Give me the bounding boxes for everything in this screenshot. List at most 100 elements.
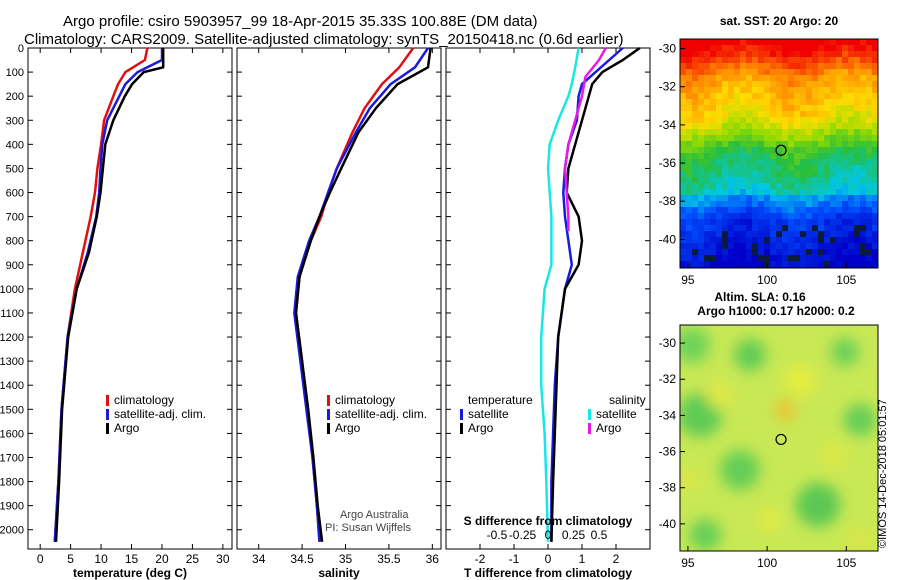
series-line-argo bbox=[54, 48, 165, 542]
sst-cell bbox=[776, 189, 782, 195]
sst-cell bbox=[854, 171, 860, 177]
legend-swatch bbox=[106, 409, 109, 420]
sst-cell bbox=[854, 261, 860, 267]
top-axis-label: S difference from climatology bbox=[464, 514, 633, 528]
sst-cell bbox=[764, 177, 770, 183]
x-tick-label: 35.5 bbox=[377, 552, 401, 566]
sst-cell bbox=[764, 183, 770, 189]
sst-cell bbox=[746, 201, 752, 207]
sst-cell bbox=[812, 45, 818, 51]
sst-cell bbox=[764, 225, 770, 231]
sst-cell bbox=[698, 129, 704, 135]
sst-cell bbox=[752, 51, 758, 57]
legend-label: Argo bbox=[335, 421, 361, 435]
sst-cell bbox=[722, 57, 728, 63]
sst-cell bbox=[680, 123, 686, 129]
sst-cell bbox=[692, 123, 698, 129]
sst-cell bbox=[710, 81, 716, 87]
sst-cell bbox=[734, 75, 740, 81]
sst-cell bbox=[722, 81, 728, 87]
sst-cell bbox=[848, 171, 854, 177]
sst-cell bbox=[770, 249, 776, 255]
sst-cell bbox=[686, 153, 692, 159]
sst-cell bbox=[764, 201, 770, 207]
sst-cell bbox=[842, 231, 848, 237]
sst-cell bbox=[788, 93, 794, 99]
sst-cell bbox=[680, 135, 686, 141]
sst-cell bbox=[710, 243, 716, 249]
sst-cell bbox=[710, 261, 716, 267]
sst-cell bbox=[794, 141, 800, 147]
sst-cell bbox=[824, 105, 830, 111]
map-y-tick-label: -40 bbox=[659, 517, 677, 531]
sst-cell bbox=[830, 63, 836, 69]
sst-cell bbox=[710, 123, 716, 129]
sst-cell bbox=[818, 207, 824, 213]
sst-cell bbox=[680, 189, 686, 195]
sst-cell bbox=[728, 201, 734, 207]
sst-cell bbox=[698, 255, 704, 261]
sst-cell bbox=[770, 87, 776, 93]
sst-cell bbox=[866, 243, 872, 249]
sst-cell bbox=[842, 261, 848, 267]
sst-cell bbox=[704, 99, 710, 105]
sst-cell bbox=[818, 63, 824, 69]
map-y-tick-label: -32 bbox=[659, 80, 677, 94]
legend-label: Argo bbox=[468, 421, 494, 435]
sst-cell bbox=[728, 171, 734, 177]
sst-cell bbox=[722, 207, 728, 213]
sst-cell bbox=[734, 171, 740, 177]
sst-cell bbox=[782, 111, 788, 117]
sst-cell bbox=[830, 111, 836, 117]
sst-cell bbox=[872, 165, 878, 171]
x-tick-label: 30 bbox=[216, 552, 230, 566]
sst-cell bbox=[800, 75, 806, 81]
sst-cell bbox=[740, 93, 746, 99]
sst-cell bbox=[824, 123, 830, 129]
sst-cell bbox=[776, 255, 782, 261]
sst-cell bbox=[866, 75, 872, 81]
sst-cell bbox=[788, 69, 794, 75]
sst-cell bbox=[722, 111, 728, 117]
sst-cell bbox=[752, 201, 758, 207]
sst-cell bbox=[836, 237, 842, 243]
sst-cell bbox=[770, 129, 776, 135]
sst-cell bbox=[782, 69, 788, 75]
sst-cell bbox=[842, 123, 848, 129]
sst-cell bbox=[842, 111, 848, 117]
sst-cell bbox=[836, 75, 842, 81]
sst-cell bbox=[704, 141, 710, 147]
x-tick-label: 0 bbox=[545, 552, 552, 566]
sst-cell bbox=[860, 51, 866, 57]
map-y-tick-label: -36 bbox=[659, 156, 677, 170]
sst-cell bbox=[716, 39, 722, 45]
sst-cell bbox=[716, 165, 722, 171]
sst-cell bbox=[728, 231, 734, 237]
sst-cell bbox=[782, 189, 788, 195]
sst-cell bbox=[794, 81, 800, 87]
sst-cell bbox=[830, 195, 836, 201]
sst-cell bbox=[806, 123, 812, 129]
sst-cell bbox=[752, 243, 758, 249]
sst-cell bbox=[770, 177, 776, 183]
sst-cell bbox=[836, 249, 842, 255]
sst-cell bbox=[830, 207, 836, 213]
x-tick-label: 0 bbox=[37, 552, 44, 566]
sst-cell bbox=[752, 261, 758, 267]
sst-cell bbox=[818, 51, 824, 57]
sst-cell bbox=[806, 93, 812, 99]
sst-cell bbox=[728, 39, 734, 45]
sst-cell bbox=[824, 45, 830, 51]
sst-cell bbox=[740, 213, 746, 219]
sst-cell bbox=[764, 153, 770, 159]
sst-cell bbox=[866, 189, 872, 195]
sst-cell bbox=[872, 207, 878, 213]
sst-cell bbox=[782, 255, 788, 261]
sst-cell bbox=[818, 249, 824, 255]
sst-cell bbox=[686, 225, 692, 231]
sst-cell bbox=[794, 231, 800, 237]
legend-label: climatology bbox=[335, 393, 395, 407]
sst-cell bbox=[704, 105, 710, 111]
sst-cell bbox=[842, 159, 848, 165]
